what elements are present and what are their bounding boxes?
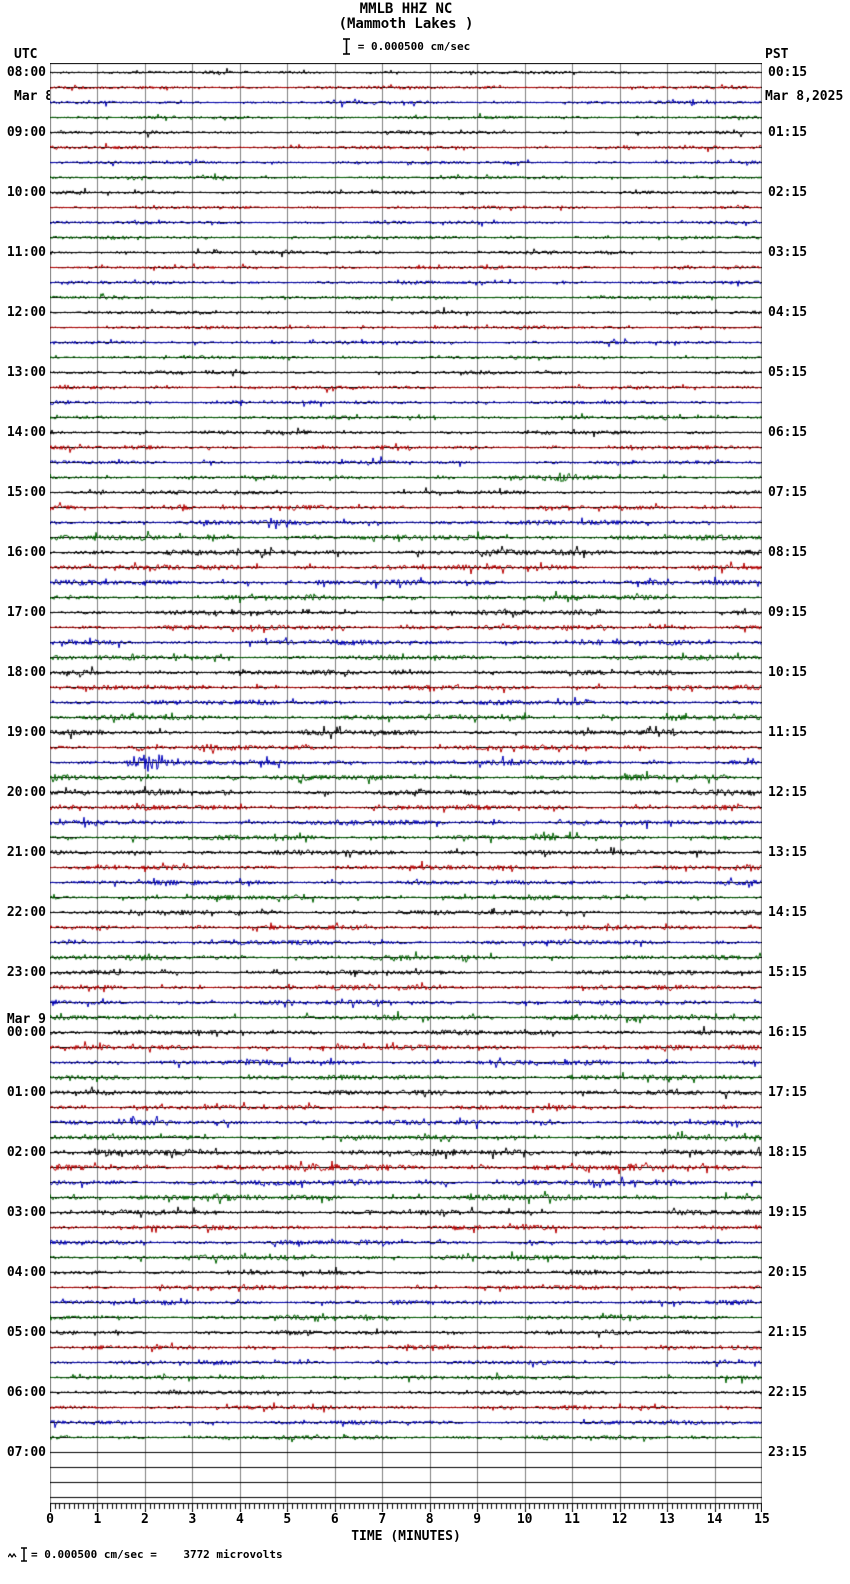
amplitude-scale: = 0.000500 cm/sec [50, 38, 762, 55]
utc-heading: UTC [14, 47, 38, 62]
pst-hour-label: 21:15 [768, 1325, 808, 1340]
utc-hour-label: 05:00 [6, 1325, 46, 1340]
scale-text: = 0.000500 cm/sec [357, 40, 471, 53]
pst-hour-label: 17:15 [768, 1085, 808, 1100]
utc-hour-label: 09:00 [6, 125, 46, 140]
utc-hour-label: 21:00 [6, 845, 46, 860]
utc-hour-label: 19:00 [6, 725, 46, 740]
pst-hour-label: 16:15 [768, 1025, 808, 1040]
pst-date: Mar 8,2025 [765, 89, 844, 104]
station-title: MMLB HHZ NC [359, 1, 453, 17]
x-tick-label: 14 [706, 1512, 723, 1527]
x-tick-label: 15 [754, 1512, 770, 1527]
pst-hour-label: 13:15 [768, 845, 808, 860]
utc-hour-label: 10:00 [6, 185, 46, 200]
pst-hour-label: 23:15 [768, 1445, 808, 1460]
scale-bar-icon [342, 38, 350, 55]
x-tick-label: 0 [46, 1512, 54, 1527]
wave-icon [8, 1552, 17, 1558]
title-block: MMLB HHZ NC (Mammoth Lakes ) [50, 2, 762, 32]
pst-hour-label: 09:15 [768, 605, 808, 620]
station-subtitle: (Mammoth Lakes ) [338, 16, 474, 32]
utc-hour-label: 03:00 [6, 1205, 46, 1220]
pst-hour-label: 03:15 [768, 245, 808, 260]
x-tick-label: 6 [330, 1512, 339, 1527]
pst-time-labels: 00:15 01:15 02:15 03:15 04:15 05:15 06:15 07:15… [768, 63, 848, 1511]
x-tick-label: 10 [516, 1512, 533, 1527]
x-tick-label: 2 [141, 1512, 149, 1527]
utc-hour-label: 16:00 [6, 545, 46, 560]
x-tick-label: 1 [93, 1512, 102, 1527]
utc-hour-label: 23:00 [6, 965, 46, 980]
x-tick-label: 8 [425, 1512, 434, 1527]
x-axis-title: TIME (MINUTES) [351, 1529, 461, 1544]
x-tick-label: 3 [188, 1512, 197, 1527]
x-tick-label: 4 [235, 1512, 244, 1527]
utc-hour-label: 13:00 [6, 365, 46, 380]
footer-scale-bar-icon [21, 1547, 27, 1562]
pst-hour-label: 14:15 [768, 905, 808, 920]
utc-hour-label: 12:00 [6, 305, 46, 320]
utc-hour-label: 02:00 [6, 1145, 46, 1160]
pst-hour-label: 19:15 [768, 1205, 808, 1220]
utc-hour-label: 00:00 [6, 1025, 46, 1040]
pst-hour-label: 12:15 [768, 785, 808, 800]
utc-hour-label: 17:00 [6, 605, 46, 620]
pst-hour-label: 18:15 [768, 1145, 808, 1160]
footer-scale-text: = 0.000500 cm/sec = 3772 microvolts [31, 1548, 283, 1561]
utc-hour-label: Mar 9 [6, 1011, 46, 1027]
pst-hour-label: 04:15 [768, 305, 808, 320]
pst-hour-label: 02:15 [768, 185, 808, 200]
pst-hour-label: 15:15 [768, 965, 808, 980]
pst-hour-label: 08:15 [768, 545, 808, 560]
utc-hour-label: 07:00 [6, 1445, 46, 1460]
utc-hour-label: 06:00 [6, 1385, 46, 1400]
x-axis-tick-labels: 0 1 2 3 4 5 6 7 8 9 10 11 12 13 14 15 [46, 1512, 770, 1529]
utc-hour-label: 15:00 [6, 485, 46, 500]
footer-scale-line: = 0.000500 cm/sec = 3772 microvolts [8, 1547, 283, 1562]
utc-hour-label: 18:00 [6, 665, 46, 680]
utc-hour-label: 01:00 [6, 1085, 46, 1100]
pst-hour-label: 06:15 [768, 425, 808, 440]
pst-hour-label: 20:15 [768, 1265, 808, 1280]
x-tick-label: 12 [611, 1512, 628, 1527]
x-tick-label: 11 [564, 1512, 580, 1527]
pst-hour-label: 22:15 [768, 1385, 808, 1400]
pst-hour-label: 10:15 [768, 665, 808, 680]
pst-corner: PST Mar 8,2025 [765, 20, 843, 132]
utc-hour-label: 11:00 [6, 245, 46, 260]
utc-time-labels: 08:00 09:00 10:00 11:00 12:00 13:00 14:00 15:00… [0, 63, 46, 1511]
utc-hour-label: 14:00 [6, 425, 46, 440]
utc-hour-label: 08:00 [6, 65, 46, 80]
pst-hour-label: 00:15 [768, 65, 808, 80]
pst-heading: PST [765, 47, 789, 62]
utc-hour-label: 20:00 [6, 785, 46, 800]
utc-hour-label: 04:00 [6, 1265, 46, 1280]
pst-hour-label: 01:15 [768, 125, 808, 140]
seismogram-plot[interactable] [50, 63, 762, 1512]
pst-hour-label: 11:15 [768, 725, 808, 740]
pst-hour-label: 07:15 [768, 485, 808, 500]
x-tick-label: 13 [659, 1512, 675, 1527]
x-tick-label: 7 [378, 1512, 387, 1527]
x-tick-label: 9 [473, 1512, 482, 1527]
utc-hour-label: 22:00 [6, 905, 46, 920]
pst-hour-label: 05:15 [768, 365, 808, 380]
x-tick-label: 5 [283, 1512, 292, 1527]
